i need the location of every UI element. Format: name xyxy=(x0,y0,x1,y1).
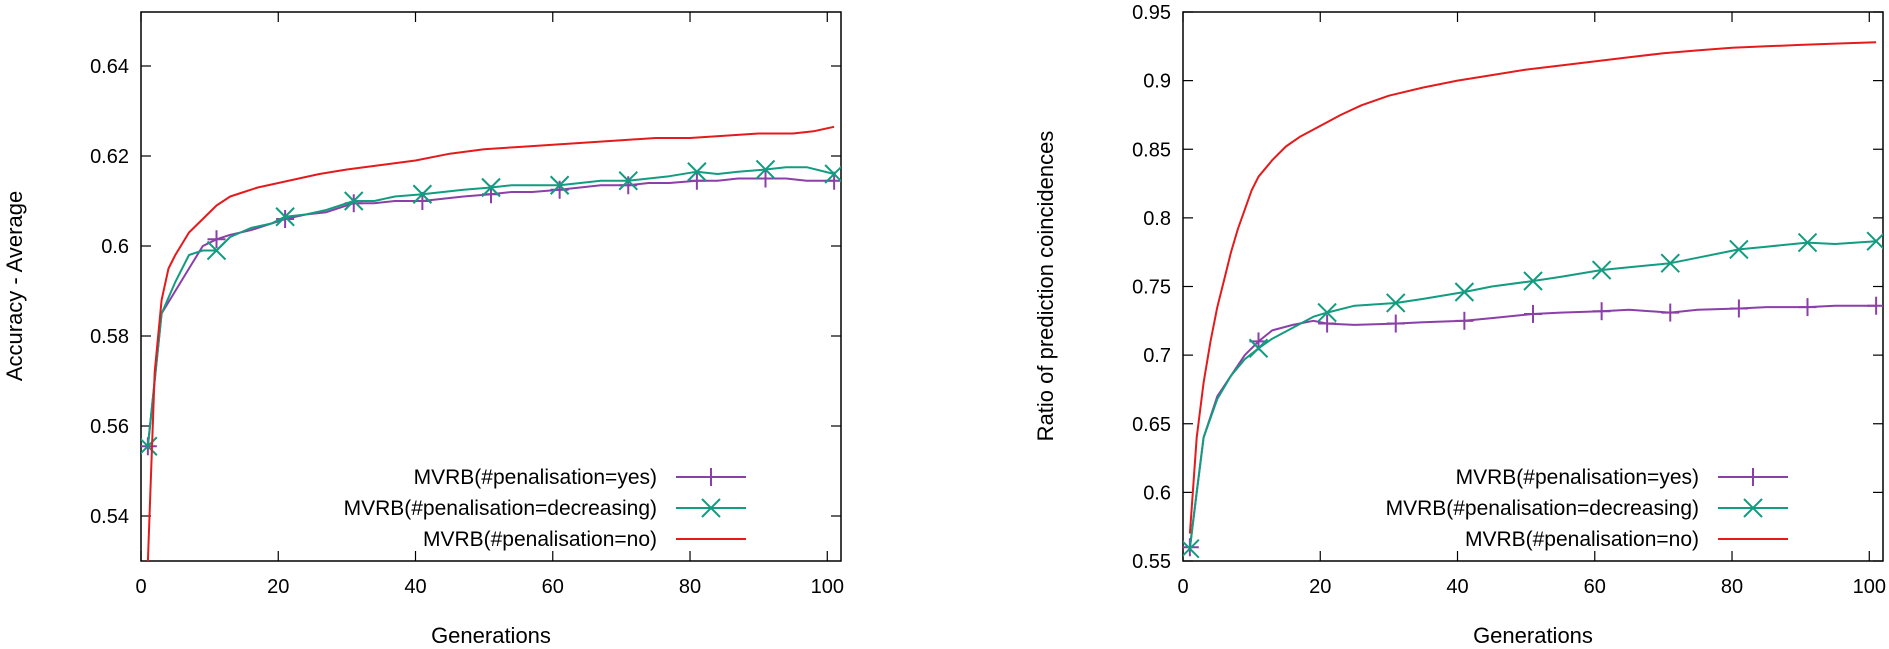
y-tick-label: 0.54 xyxy=(90,506,129,528)
series-marker-0 xyxy=(1318,314,1337,333)
legend: MVRB(#penalisation=yes) MVRB(#penalisatio… xyxy=(1386,466,1788,551)
y-tick-label: 0.7 xyxy=(1143,345,1171,367)
x-tick-label: 0 xyxy=(135,576,146,598)
series-marker-1 xyxy=(275,207,295,227)
series-marker-1 xyxy=(1523,271,1543,291)
series-marker-1 xyxy=(412,184,433,204)
legend: MVRB(#penalisation=yes) MVRB(#penalisatio… xyxy=(344,466,746,551)
x-tick-label: 60 xyxy=(542,576,564,598)
series-marker-0 xyxy=(1867,296,1883,315)
x-tick-label: 80 xyxy=(679,576,701,598)
y-axis-label: Accuracy - Average xyxy=(2,191,27,381)
y-tick-label: 0.8 xyxy=(1143,208,1171,230)
series-marker-1 xyxy=(344,191,364,211)
plot-frame xyxy=(140,11,842,562)
x-axis-label: Generations xyxy=(1473,623,1593,648)
legend-marker-0 xyxy=(1744,468,1762,486)
y-tick-label: 0.95 xyxy=(1132,2,1171,24)
y-tick-label: 0.58 xyxy=(90,326,129,348)
y-tick-label: 0.9 xyxy=(1143,71,1171,93)
x-tick-label: 20 xyxy=(267,576,289,598)
y-tick-label: 0.6 xyxy=(101,236,129,258)
legend-marker-0 xyxy=(702,468,720,486)
series-marker-0 xyxy=(1524,304,1542,323)
series-marker-1 xyxy=(824,164,841,184)
legend-marker-1 xyxy=(1743,498,1763,518)
x-tick-label: 100 xyxy=(1853,576,1886,598)
series-marker-0 xyxy=(1592,302,1611,321)
series-marker-1 xyxy=(481,177,501,198)
legend-label-0: MVRB(#penalisation=yes) xyxy=(414,466,657,489)
series-marker-1 xyxy=(755,159,776,180)
series-marker-1 xyxy=(1660,253,1680,273)
series-marker-1 xyxy=(687,162,707,182)
y-tick-label: 0.65 xyxy=(1132,414,1171,436)
x-tick-label: 40 xyxy=(404,576,426,598)
series-marker-0 xyxy=(1455,311,1474,330)
series-marker-1 xyxy=(141,436,158,456)
series-marker-0 xyxy=(756,169,775,188)
series-marker-0 xyxy=(550,180,569,199)
series-marker-1 xyxy=(1183,538,1200,559)
series-line-1 xyxy=(1188,240,1877,549)
series-marker-1 xyxy=(1866,231,1883,251)
x-tick-label: 100 xyxy=(811,576,844,598)
x-tick-label: 40 xyxy=(1446,576,1468,598)
series-marker-1 xyxy=(1386,293,1406,313)
series-marker-1 xyxy=(1454,282,1475,302)
x-tick-label: 0 xyxy=(1177,576,1188,598)
legend-marker-1 xyxy=(701,498,721,518)
series-line-2 xyxy=(1188,41,1877,534)
chart-coincidences: 0.55 0.6 0.65 0.7 0.75 0.8 0.85 0.9 0.95 0 20 40 60… xyxy=(1033,2,1886,648)
y-tick-label: 0.64 xyxy=(90,56,129,78)
y-tick-label: 0.62 xyxy=(90,146,129,168)
series-marker-0 xyxy=(1386,314,1405,333)
y-tick-label: 0.85 xyxy=(1132,139,1171,161)
series-marker-0 xyxy=(1661,303,1680,322)
y-axis-label: Ratio of prediction coincidences xyxy=(1033,131,1058,442)
series-marker-1 xyxy=(1591,260,1612,280)
x-tick-label: 60 xyxy=(1584,576,1606,598)
series-marker-0 xyxy=(687,171,706,190)
series-marker-0 xyxy=(207,230,226,249)
series-marker-1 xyxy=(206,240,227,261)
series-marker-1 xyxy=(618,171,638,191)
series-marker-1 xyxy=(1729,239,1749,260)
legend-label-0: MVRB(#penalisation=yes) xyxy=(1456,466,1699,489)
chart-accuracy: 0.54 0.56 0.58 0.6 0.62 0.64 0 20 40 60 80 100 Acc… xyxy=(2,11,844,648)
series-marker-1 xyxy=(1248,338,1269,358)
legend-label-1: MVRB(#penalisation=decreasing) xyxy=(1386,497,1699,520)
legend-label-2: MVRB(#penalisation=no) xyxy=(423,528,657,551)
y-tick-label: 0.6 xyxy=(1143,482,1171,504)
x-tick-label: 80 xyxy=(1721,576,1743,598)
series-marker-1 xyxy=(1317,302,1337,323)
series-line-1 xyxy=(146,166,835,447)
legend-label-2: MVRB(#penalisation=no) xyxy=(1465,528,1699,551)
x-tick-label: 20 xyxy=(1309,576,1331,598)
series-marker-1 xyxy=(549,175,570,195)
series-line-2 xyxy=(146,125,835,561)
x-axis-label: Generations xyxy=(431,623,551,648)
series-marker-0 xyxy=(619,176,638,195)
y-tick-label: 0.55 xyxy=(1132,551,1171,573)
y-tick-label: 0.75 xyxy=(1132,277,1171,299)
series-line-0 xyxy=(146,177,835,447)
legend-label-1: MVRB(#penalisation=decreasing) xyxy=(344,497,657,520)
series-marker-1 xyxy=(1797,232,1818,253)
series-marker-0 xyxy=(1798,298,1817,317)
y-tick-label: 0.56 xyxy=(90,416,129,438)
series-marker-0 xyxy=(1729,299,1748,318)
